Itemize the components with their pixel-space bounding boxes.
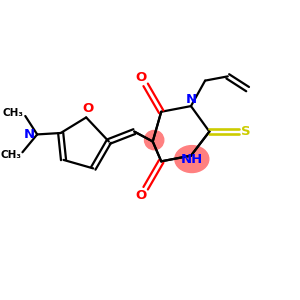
Text: O: O [82, 102, 93, 116]
Ellipse shape [175, 146, 209, 172]
Text: O: O [135, 189, 146, 202]
Text: CH₃: CH₃ [0, 150, 21, 160]
Text: S: S [241, 125, 250, 138]
Text: NH: NH [181, 153, 203, 166]
Text: O: O [136, 71, 147, 84]
Text: N: N [24, 128, 35, 141]
Ellipse shape [145, 130, 164, 150]
Text: N: N [186, 93, 197, 106]
Text: CH₃: CH₃ [3, 108, 24, 118]
